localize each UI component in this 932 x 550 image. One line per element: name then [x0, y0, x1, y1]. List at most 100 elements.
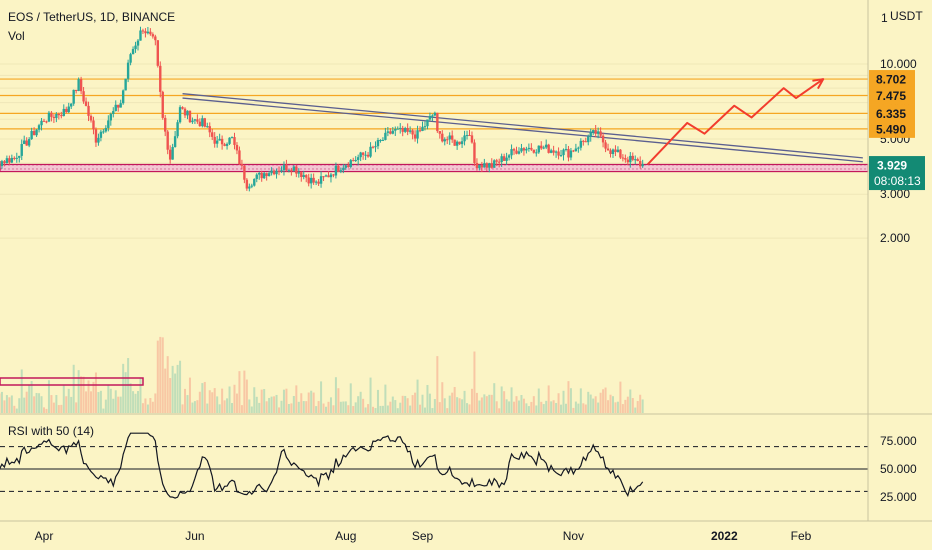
volume-bar — [441, 382, 444, 413]
candle-body — [309, 177, 313, 184]
candle-body — [619, 149, 622, 158]
candle-body — [40, 120, 43, 126]
candle-body — [183, 108, 187, 116]
candle-body — [626, 159, 630, 163]
volume-bar — [500, 386, 503, 413]
candle-body — [243, 165, 246, 180]
candle-body — [352, 160, 355, 162]
volume-bar — [250, 406, 253, 413]
volume-bar — [451, 392, 454, 413]
candle-body — [641, 164, 644, 167]
volume-bar — [0, 391, 3, 413]
candle-body — [287, 169, 291, 171]
volume-bar — [552, 400, 555, 413]
candle-body — [470, 135, 474, 143]
volume-bar — [446, 408, 449, 413]
candle-body — [557, 151, 560, 156]
volume-label: Vol — [8, 29, 25, 43]
candle-body — [426, 119, 429, 127]
volume-bar — [99, 390, 102, 413]
volume-bar — [431, 408, 434, 413]
volume-bar — [597, 402, 600, 413]
candle-body — [552, 150, 555, 153]
candle-body — [418, 130, 422, 132]
candle-body — [248, 186, 251, 189]
candle-body — [596, 131, 600, 134]
candle-body — [455, 141, 459, 146]
candle-body — [485, 163, 489, 168]
volume-bar — [104, 399, 107, 413]
volume-bar — [550, 401, 553, 413]
volume-bar — [545, 400, 548, 413]
candle-body — [62, 108, 65, 116]
candle-body — [144, 31, 147, 34]
price-pane-background — [0, 0, 868, 414]
candle-body — [629, 155, 632, 163]
volume-bar — [352, 406, 355, 413]
volume-bar — [463, 390, 466, 413]
candle-body — [547, 144, 550, 153]
level-badge-5.490 — [869, 119, 915, 138]
candle-body — [15, 157, 18, 159]
candle-body — [121, 90, 125, 104]
rsi-axis[interactable]: 75.000 50.000 25.000 — [880, 434, 917, 504]
volume-bar — [144, 398, 147, 413]
candle-body — [366, 154, 370, 157]
candle-body — [277, 170, 281, 172]
volume-bar — [386, 405, 389, 413]
candle-body — [82, 91, 85, 102]
candle-body — [258, 172, 261, 175]
axis-currency-label: USDT — [890, 9, 923, 23]
candle-body — [562, 149, 565, 156]
volume-bar — [433, 399, 436, 413]
volume-bar — [379, 405, 382, 413]
volume-bar — [307, 392, 310, 413]
volume-bar — [614, 402, 617, 413]
volume-bar — [423, 407, 426, 413]
level-badge-6.335 — [869, 104, 915, 123]
volume-bar — [332, 405, 335, 413]
current-price-box — [869, 156, 925, 191]
candle-body — [601, 135, 605, 143]
candle-body — [493, 160, 496, 168]
volume-bar — [426, 384, 429, 413]
time-tick-label: Aug — [335, 529, 356, 543]
candle-body — [223, 144, 226, 146]
volume-bar — [604, 387, 607, 413]
candle-body — [403, 128, 407, 132]
volume-bar — [530, 401, 533, 413]
projection-arrowhead — [812, 78, 825, 90]
candle-body — [50, 112, 53, 117]
time-axis[interactable]: Apr Jun Aug Sep Nov 2022 Feb — [35, 529, 812, 543]
volume-bar — [65, 396, 68, 413]
volume-bar — [334, 377, 337, 413]
volume-bar — [169, 378, 172, 413]
volume-bar — [258, 402, 261, 413]
volume-bar — [233, 384, 236, 413]
candle-body — [57, 113, 61, 116]
volume-bar — [490, 394, 493, 413]
volume-bar — [569, 388, 572, 413]
candle-body — [45, 121, 48, 123]
candle-body — [386, 131, 390, 133]
volume-bar — [198, 391, 201, 413]
volume-bar — [186, 395, 189, 413]
candle-body — [396, 128, 399, 130]
volume-bar — [260, 389, 263, 413]
volume-bar — [339, 401, 342, 413]
candle-body — [416, 130, 419, 139]
volume-bar — [206, 403, 209, 413]
candle-body — [634, 159, 637, 161]
volume-bar — [243, 370, 246, 413]
volume-bar — [3, 400, 6, 413]
candle-body — [52, 116, 56, 119]
candle-body — [67, 106, 70, 113]
candle-body — [376, 140, 380, 147]
volume-bar — [344, 401, 347, 413]
price-tick-label: 3.000 — [880, 187, 910, 201]
candle-body — [624, 158, 627, 160]
volume-bar — [611, 396, 614, 413]
volume-bar — [221, 388, 224, 413]
candle-body — [577, 147, 580, 149]
